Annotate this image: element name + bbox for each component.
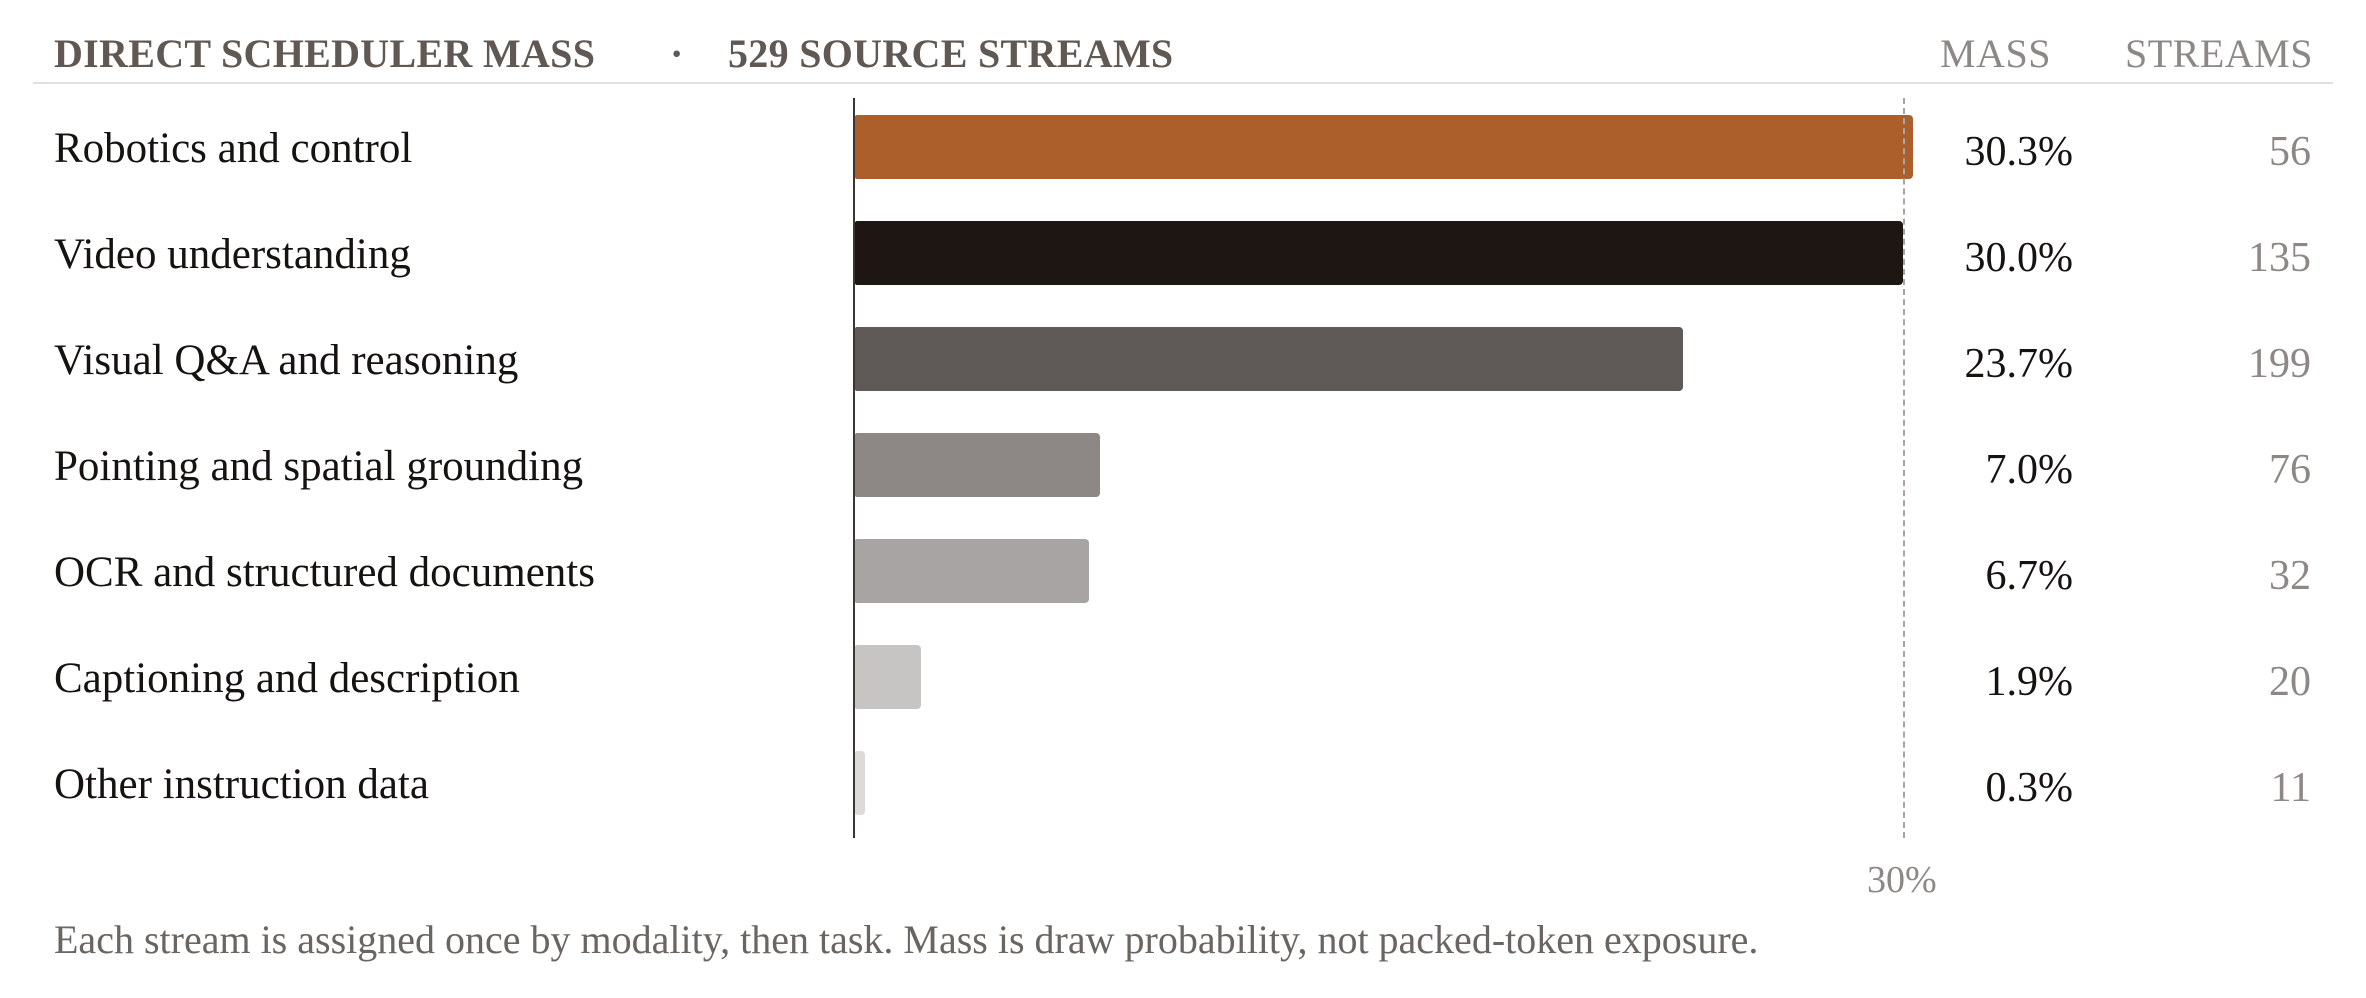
streams-count: 76 xyxy=(2269,447,2311,493)
bar xyxy=(855,115,1914,179)
header-separator: · xyxy=(670,31,684,76)
chart-title: DIRECT SCHEDULER MASS xyxy=(54,31,596,76)
header-rule xyxy=(33,82,2333,84)
mass-value: 30.3% xyxy=(1964,129,2074,175)
bar-row: OCR and structured documents 6.7% 32 xyxy=(0,530,2366,636)
bar xyxy=(855,751,866,815)
category-label: Video understanding xyxy=(54,231,411,278)
mass-value: 7.0% xyxy=(1985,447,2074,493)
category-label: Robotics and control xyxy=(54,125,413,172)
reference-line xyxy=(1903,98,1905,838)
bar-row: Captioning and description 1.9% 20 xyxy=(0,636,2366,742)
streams-count: 11 xyxy=(2270,765,2311,811)
streams-count: 20 xyxy=(2269,659,2311,705)
category-label: OCR and structured documents xyxy=(54,549,595,596)
bar xyxy=(855,327,1683,391)
chart-header: DIRECT SCHEDULER MASS · 529 SOURCE STREA… xyxy=(54,26,2366,76)
mass-value: 0.3% xyxy=(1985,765,2074,811)
category-label: Visual Q&A and reasoning xyxy=(54,337,519,384)
bar-row: Robotics and control 30.3% 56 xyxy=(0,106,2366,212)
mass-column-header: MASS xyxy=(1940,31,2051,76)
bar-row: Visual Q&A and reasoning 23.7% 199 xyxy=(0,318,2366,424)
footnote: Each stream is assigned once by modality… xyxy=(54,917,1759,962)
mass-value: 23.7% xyxy=(1964,341,2074,387)
mass-value: 30.0% xyxy=(1964,235,2074,281)
bar xyxy=(855,221,1903,285)
chart-subtitle: 529 SOURCE STREAMS xyxy=(728,31,1174,76)
mass-value: 1.9% xyxy=(1985,659,2074,705)
bar xyxy=(855,645,922,709)
bar-row: Other instruction data 0.3% 11 xyxy=(0,742,2366,848)
bar-row: Video understanding 30.0% 135 xyxy=(0,212,2366,318)
mass-value: 6.7% xyxy=(1985,553,2074,599)
streams-column-header: STREAMS xyxy=(2125,31,2313,76)
streams-count: 56 xyxy=(2269,129,2311,175)
streams-count: 32 xyxy=(2269,553,2311,599)
streams-count: 199 xyxy=(2248,341,2311,387)
y-axis-line xyxy=(853,98,855,838)
bar-row: Pointing and spatial grounding 7.0% 76 xyxy=(0,424,2366,530)
bar xyxy=(855,539,1090,603)
streams-count: 135 xyxy=(2248,235,2311,281)
reference-label: 30% xyxy=(1867,859,1937,901)
category-label: Pointing and spatial grounding xyxy=(54,443,584,490)
category-label: Other instruction data xyxy=(54,761,429,808)
category-label: Captioning and description xyxy=(54,655,520,702)
bar xyxy=(855,433,1100,497)
